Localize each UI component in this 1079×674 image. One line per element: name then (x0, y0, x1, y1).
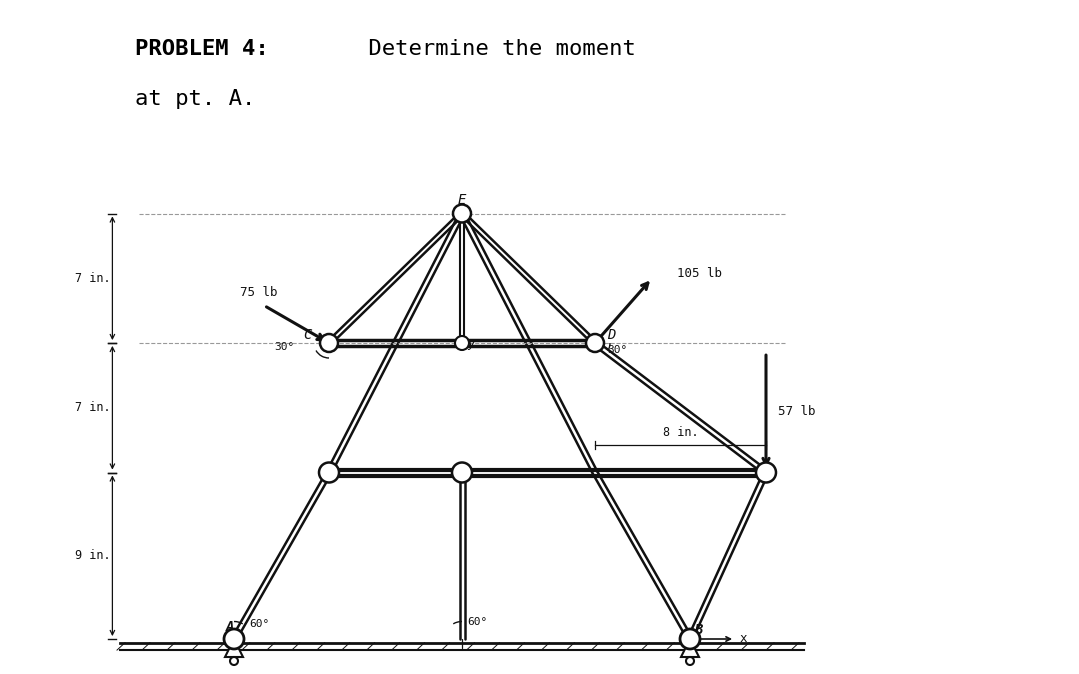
Text: 57 lb: 57 lb (778, 405, 816, 418)
Circle shape (452, 462, 472, 483)
Circle shape (455, 336, 469, 350)
Text: 105 lb: 105 lb (677, 267, 722, 280)
Text: 8 in.: 8 in. (663, 426, 698, 439)
Text: 7 in.: 7 in. (74, 401, 110, 415)
Circle shape (680, 629, 700, 649)
Circle shape (230, 657, 238, 665)
Text: y: y (467, 337, 475, 350)
Circle shape (453, 204, 472, 222)
Text: 30°: 30° (607, 345, 627, 355)
Circle shape (586, 334, 604, 352)
Text: A: A (226, 620, 234, 634)
Text: 75 lb: 75 lb (241, 286, 277, 299)
Polygon shape (681, 639, 699, 657)
Text: C: C (303, 328, 311, 342)
Circle shape (320, 334, 338, 352)
Text: 30°: 30° (274, 342, 295, 352)
Text: 60°: 60° (249, 619, 270, 629)
Text: 9 in.: 9 in. (74, 549, 110, 562)
Text: B: B (694, 623, 702, 637)
Text: E: E (457, 193, 466, 206)
Circle shape (224, 629, 244, 649)
Text: at pt. A.: at pt. A. (135, 89, 256, 109)
Polygon shape (226, 639, 243, 657)
Text: x: x (740, 632, 748, 646)
Text: PROBLEM 4:: PROBLEM 4: (135, 39, 269, 59)
Text: Determine the moment: Determine the moment (355, 39, 636, 59)
Circle shape (319, 462, 339, 483)
Text: 7 in.: 7 in. (74, 272, 110, 284)
Text: D: D (607, 328, 615, 342)
Text: 60°: 60° (467, 617, 488, 627)
Circle shape (686, 657, 694, 665)
Circle shape (756, 462, 776, 483)
